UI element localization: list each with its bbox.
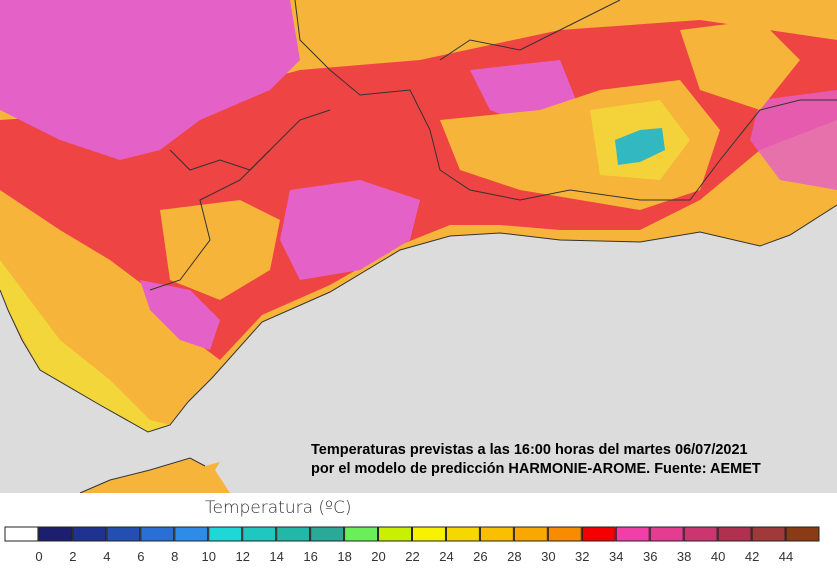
borders bbox=[0, 0, 837, 494]
legend-tick-label: 8 bbox=[171, 549, 178, 564]
legend-tick-label: 30 bbox=[541, 549, 555, 564]
legend-tick-label: 0 bbox=[35, 549, 42, 564]
legend-swatch bbox=[513, 526, 548, 542]
legend-swatch bbox=[683, 526, 718, 542]
land-teal bbox=[615, 128, 665, 165]
legend-tick-label: 44 bbox=[779, 549, 793, 564]
legend-swatch bbox=[785, 526, 820, 542]
legend-tick-label: 6 bbox=[137, 549, 144, 564]
legend-swatch bbox=[445, 526, 480, 542]
legend-swatch bbox=[649, 526, 684, 542]
legend-tick-label: 24 bbox=[439, 549, 453, 564]
legend-tick-label: 2 bbox=[69, 549, 76, 564]
land-orange bbox=[160, 200, 280, 300]
caption-line: Temperaturas previstas a las 16:00 horas… bbox=[311, 442, 748, 458]
land-yellow bbox=[0, 260, 170, 432]
legend-tick-label: 10 bbox=[202, 549, 216, 564]
legend-tick-label: 18 bbox=[337, 549, 351, 564]
legend-swatch bbox=[615, 526, 650, 542]
legend-swatch bbox=[412, 526, 446, 542]
legend-swatch bbox=[38, 526, 73, 542]
legend-tick-label: 40 bbox=[711, 549, 725, 564]
legend-swatch bbox=[106, 526, 141, 542]
land-pink bbox=[280, 180, 420, 280]
legend-title: Temperatura (ºC) bbox=[205, 498, 352, 518]
legend-swatch bbox=[140, 526, 175, 542]
legend-swatch bbox=[581, 526, 616, 542]
legend-swatch bbox=[378, 526, 412, 542]
legend-swatch bbox=[479, 526, 514, 542]
legend-swatch bbox=[751, 526, 786, 542]
legend-swatch bbox=[4, 526, 39, 542]
legend-swatch bbox=[208, 526, 243, 542]
legend-tick-label: 4 bbox=[103, 549, 110, 564]
land-pink bbox=[0, 0, 300, 160]
legend-swatch bbox=[276, 526, 311, 542]
land-pink bbox=[140, 280, 220, 350]
legend-tick-label: 22 bbox=[405, 549, 419, 564]
legend-tick-label: 32 bbox=[575, 549, 589, 564]
legend-swatch bbox=[310, 526, 345, 542]
legend-tick-label: 14 bbox=[269, 549, 283, 564]
caption-line: por el modelo de predicción HARMONIE-ARO… bbox=[311, 461, 761, 477]
legend-tick-label: 26 bbox=[473, 549, 487, 564]
legend-tick-label: 38 bbox=[677, 549, 691, 564]
legend-swatch bbox=[344, 526, 379, 542]
legend-tick-label: 34 bbox=[609, 549, 623, 564]
legend-swatch bbox=[547, 526, 582, 542]
legend-tick-label: 42 bbox=[745, 549, 759, 564]
legend-tick-label: 28 bbox=[507, 549, 521, 564]
legend-tick-label: 36 bbox=[643, 549, 657, 564]
land-africa bbox=[80, 458, 230, 493]
legend-swatch bbox=[72, 526, 107, 542]
legend-tick-label: 16 bbox=[303, 549, 317, 564]
legend-swatch bbox=[242, 526, 277, 542]
land-orange bbox=[680, 20, 800, 110]
legend-swatch bbox=[717, 526, 752, 542]
legend: 0 2 4 6 8 10 12 14 16 18 20 22 24 26 28 30 32 34 36 38 40 42 4… bbox=[4, 526, 820, 564]
land-pink bbox=[750, 90, 837, 190]
legend-tick-label: 12 bbox=[235, 549, 249, 564]
legend-tick-label: 20 bbox=[371, 549, 385, 564]
legend-swatch bbox=[174, 526, 209, 542]
